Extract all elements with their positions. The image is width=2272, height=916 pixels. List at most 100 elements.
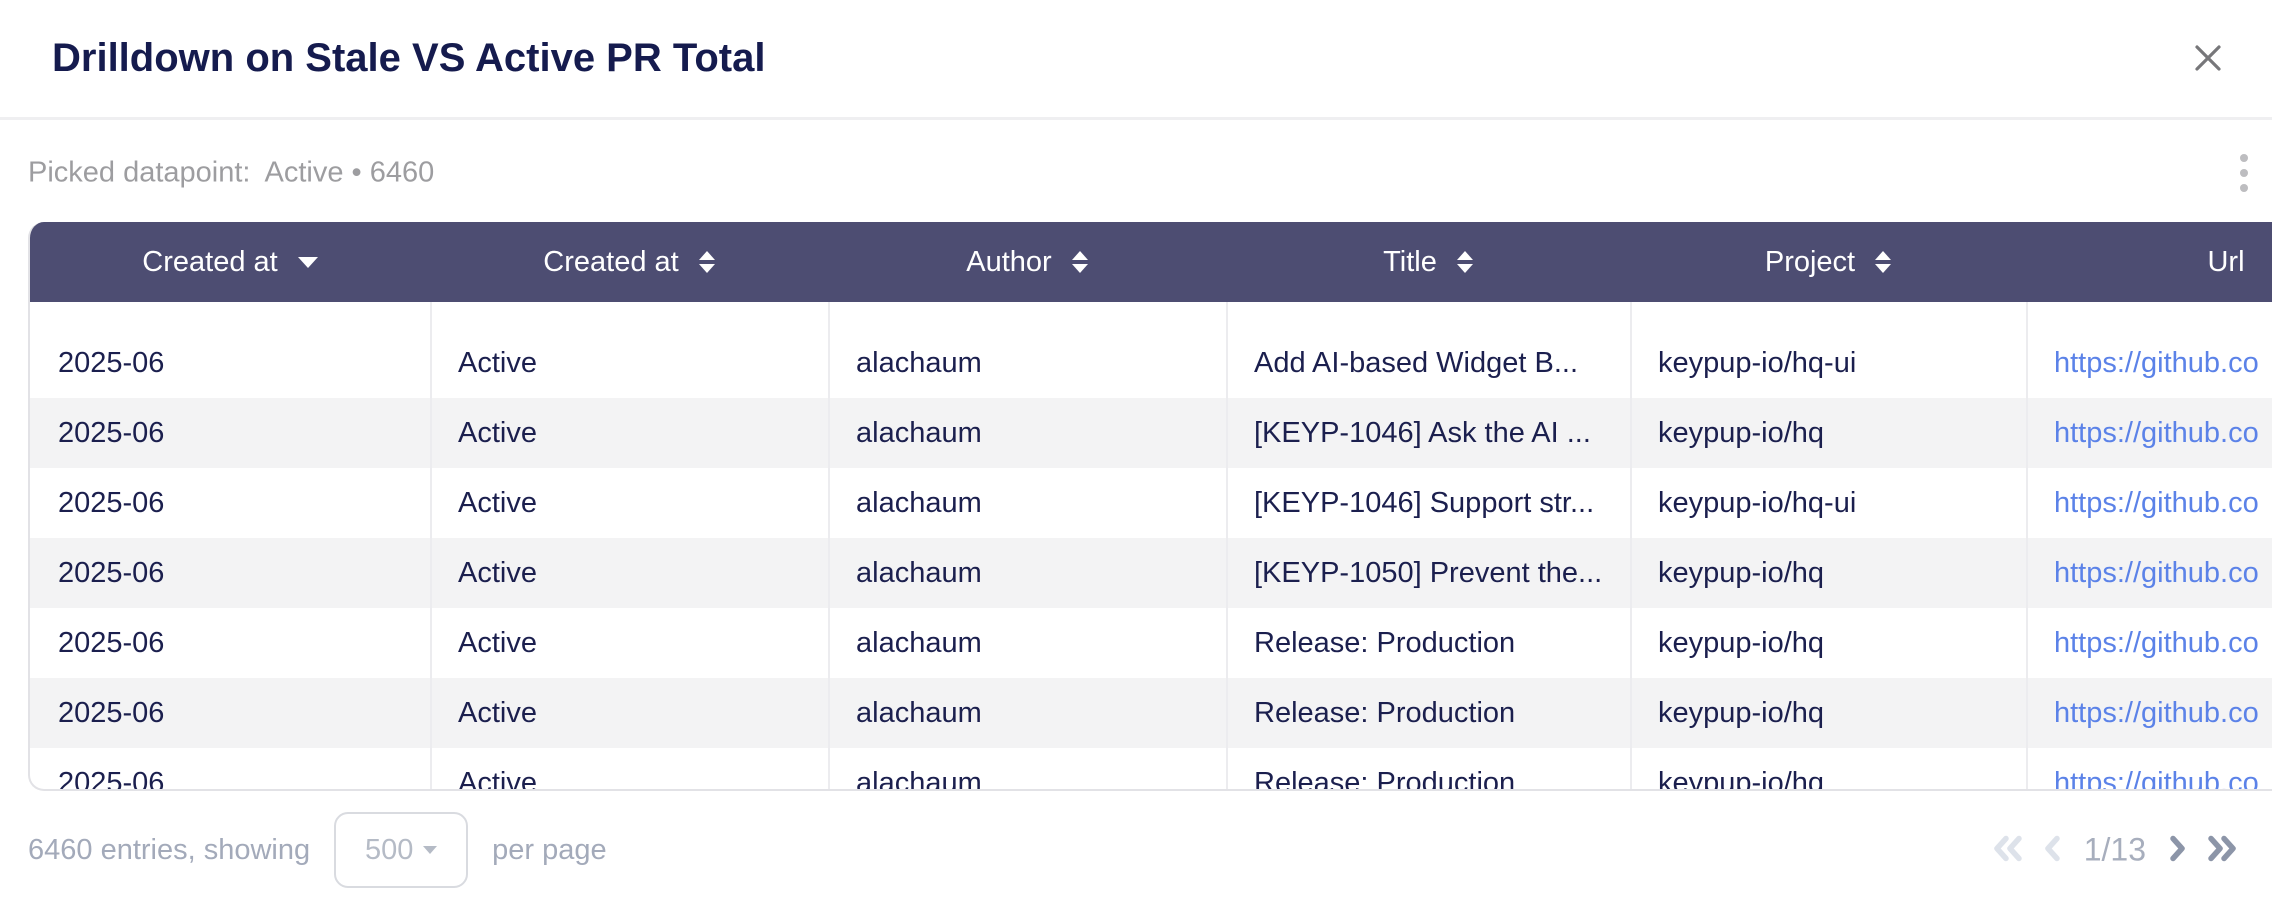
pagination-next-button[interactable] bbox=[2166, 834, 2188, 867]
cell-project: keypup-io/hq bbox=[1658, 556, 1825, 589]
cell-author: alachaum bbox=[856, 486, 982, 519]
column-divider bbox=[430, 302, 432, 789]
table-row: 2025-06 Active alachaum Release: Product… bbox=[30, 748, 2272, 791]
drilldown-table: Created at Created at Author Title Proje… bbox=[28, 222, 2272, 791]
close-icon bbox=[2190, 40, 2226, 79]
cell-title: Release: Production bbox=[1254, 626, 1516, 659]
table-body: 2025-06 Active alachaum Add AI-based Wid… bbox=[30, 302, 2272, 791]
picked-datapoint-value: Active • 6460 bbox=[264, 156, 435, 188]
picked-datapoint-label: Picked datapoint: bbox=[28, 156, 251, 188]
cell-title: [KEYP-1050] Prevent the... bbox=[1254, 556, 1603, 589]
table-row: 2025-06 Active alachaum Add AI-based Wid… bbox=[30, 328, 2272, 398]
pagination-first-button[interactable] bbox=[1990, 834, 2026, 867]
cell-project: keypup-io/hq bbox=[1658, 416, 1825, 449]
sort-both-icon bbox=[1456, 251, 1473, 273]
cell-status: Active bbox=[458, 626, 537, 659]
sort-both-icon bbox=[1875, 251, 1892, 273]
page-title: Drilldown on Stale VS Active PR Total bbox=[52, 36, 766, 80]
cell-project: keypup-io/hq bbox=[1658, 696, 1825, 729]
cell-author: alachaum bbox=[856, 766, 982, 791]
cell-project: keypup-io/hq-ui bbox=[1658, 486, 1857, 519]
cell-created-month: 2025-06 bbox=[58, 416, 165, 449]
sort-both-icon bbox=[698, 251, 715, 273]
column-header-created-at-status[interactable]: Created at bbox=[430, 222, 828, 302]
cell-status: Active bbox=[458, 556, 537, 589]
cell-author: alachaum bbox=[856, 346, 982, 379]
cell-created-month: 2025-06 bbox=[58, 766, 165, 791]
column-header-label: Author bbox=[966, 245, 1052, 278]
cell-author: alachaum bbox=[856, 556, 982, 589]
chevron-right-icon bbox=[2166, 834, 2188, 867]
page-size-value: 500 bbox=[364, 833, 414, 866]
cell-project: keypup-io/hq bbox=[1658, 626, 1825, 659]
column-header-created-at-month[interactable]: Created at bbox=[30, 222, 430, 302]
chevron-left-icon bbox=[2042, 834, 2064, 867]
per-page-text: per page bbox=[492, 833, 607, 866]
table-options-button[interactable] bbox=[2232, 148, 2256, 198]
column-divider bbox=[828, 302, 830, 789]
column-header-title[interactable]: Title bbox=[1226, 222, 1630, 302]
sort-both-icon bbox=[1071, 251, 1088, 273]
chevrons-right-icon bbox=[2204, 834, 2240, 867]
column-header-label: Url bbox=[2207, 245, 2245, 278]
cell-status: Active bbox=[458, 696, 537, 729]
column-header-project[interactable]: Project bbox=[1630, 222, 2026, 302]
column-header-label: Title bbox=[1383, 245, 1437, 278]
table-footer: 6460 entries, showing 500 per page 1/13 bbox=[0, 793, 2272, 916]
column-header-label: Created at bbox=[543, 245, 679, 278]
cell-status: Active bbox=[458, 416, 537, 449]
cell-author: alachaum bbox=[856, 416, 982, 449]
column-divider bbox=[1630, 302, 1632, 789]
cell-project: keypup-io/hq-ui bbox=[1658, 346, 1857, 379]
cell-created-month: 2025-06 bbox=[58, 556, 165, 589]
cell-status: Active bbox=[458, 346, 537, 379]
cell-created-month: 2025-06 bbox=[58, 626, 165, 659]
cell-url-link[interactable]: https://github.co bbox=[2054, 486, 2259, 519]
cell-title: Release: Production bbox=[1254, 766, 1516, 791]
table-row: 2025-06 Active alachaum [KEYP-1050] Prev… bbox=[30, 538, 2272, 608]
page-indicator: 1/13 bbox=[2083, 831, 2146, 868]
column-divider bbox=[2026, 302, 2028, 789]
vertical-dots-icon bbox=[2240, 153, 2248, 192]
toolbar: Picked datapoint: Active • 6460 bbox=[0, 123, 2272, 222]
table-row: 2025-06 Active alachaum Release: Product… bbox=[30, 678, 2272, 748]
cell-title: [KEYP-1046] Support str... bbox=[1254, 486, 1595, 519]
pagination: 1/13 bbox=[1990, 832, 2240, 869]
table-header-row: Created at Created at Author Title Proje… bbox=[30, 222, 2272, 302]
picked-datapoint: Picked datapoint: Active • 6460 bbox=[28, 156, 434, 189]
cell-created-month: 2025-06 bbox=[58, 486, 165, 519]
cell-url-link[interactable]: https://github.co bbox=[2054, 556, 2259, 589]
column-header-label: Project bbox=[1764, 245, 1856, 278]
cell-url-link[interactable]: https://github.co bbox=[2054, 346, 2259, 379]
cell-author: alachaum bbox=[856, 626, 982, 659]
chevron-down-icon bbox=[423, 846, 438, 854]
sort-descending-icon bbox=[297, 256, 318, 268]
page-size-select[interactable]: 500 bbox=[334, 812, 469, 888]
cell-created-month: 2025-06 bbox=[58, 696, 165, 729]
cell-url-link[interactable]: https://github.co bbox=[2054, 626, 2259, 659]
modal-header: Drilldown on Stale VS Active PR Total bbox=[0, 0, 2272, 120]
cell-title: Release: Production bbox=[1254, 696, 1516, 729]
cell-project: keypup-io/hq bbox=[1658, 766, 1825, 791]
close-button[interactable] bbox=[2188, 39, 2228, 79]
cell-title: Add AI-based Widget B... bbox=[1254, 346, 1579, 379]
table-row: 2025-06 Active alachaum [KEYP-1046] Ask … bbox=[30, 398, 2272, 468]
cell-url-link[interactable]: https://github.co bbox=[2054, 696, 2259, 729]
cell-created-month: 2025-06 bbox=[58, 346, 165, 379]
pagination-last-button[interactable] bbox=[2204, 834, 2240, 867]
cell-status: Active bbox=[458, 486, 537, 519]
column-divider bbox=[1226, 302, 1228, 789]
cell-title: [KEYP-1046] Ask the AI ... bbox=[1254, 416, 1591, 449]
table-row: 2025-06 Active alachaum [KEYP-1046] Supp… bbox=[30, 468, 2272, 538]
pagination-prev-button[interactable] bbox=[2042, 834, 2064, 867]
cell-url-link[interactable]: https://github.co bbox=[2054, 766, 2259, 791]
cell-status: Active bbox=[458, 766, 537, 791]
entries-count-text: 6460 entries, showing bbox=[28, 833, 311, 866]
column-header-label: Created at bbox=[142, 245, 278, 278]
entries-summary: 6460 entries, showing 500 per page bbox=[28, 812, 607, 888]
table-row: 2025-06 Active alachaum Release: Product… bbox=[30, 608, 2272, 678]
cell-url-link[interactable]: https://github.co bbox=[2054, 416, 2259, 449]
column-header-author[interactable]: Author bbox=[828, 222, 1226, 302]
column-header-url[interactable]: Url bbox=[2026, 222, 2272, 302]
chevrons-left-icon bbox=[1990, 834, 2026, 867]
